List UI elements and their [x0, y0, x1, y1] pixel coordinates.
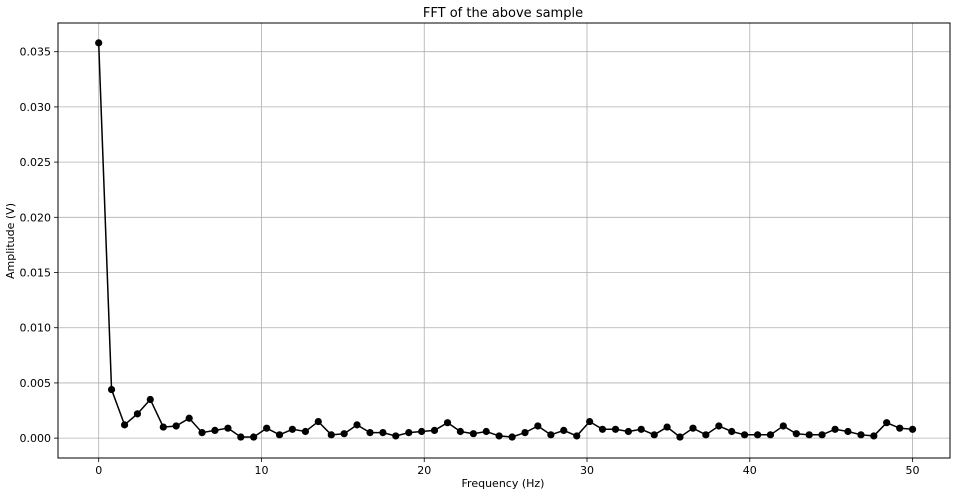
data-point: [728, 427, 736, 436]
data-point: [896, 424, 904, 432]
grid: [58, 23, 950, 458]
data-point: [857, 431, 865, 439]
data-point: [689, 424, 697, 432]
x-tick-label: 50: [906, 464, 920, 477]
y-tick-label: 0.000: [20, 432, 52, 445]
y-tick-label: 0.025: [20, 156, 52, 169]
data-point: [547, 431, 555, 439]
data-point: [327, 431, 335, 439]
y-tick-label: 0.035: [20, 46, 52, 59]
data-point: [676, 433, 684, 441]
data-point: [586, 417, 594, 426]
data-point: [831, 425, 839, 433]
data-point: [288, 425, 296, 433]
x-tick-label: 40: [743, 464, 757, 477]
y-tick-label: 0.010: [20, 322, 52, 335]
data-point: [534, 422, 542, 430]
data-point: [702, 431, 710, 439]
data-point: [805, 431, 813, 439]
data-point: [107, 385, 116, 394]
plot-frame: [57, 22, 951, 459]
data-point: [405, 429, 413, 437]
series-group: [95, 39, 917, 441]
x-tick-label: 10: [254, 464, 268, 477]
data-point: [521, 429, 529, 437]
data-point: [430, 426, 439, 434]
data-point: [314, 417, 322, 426]
data-point: [754, 431, 762, 439]
data-point: [766, 431, 775, 439]
y-tick-label: 0.030: [20, 101, 52, 114]
y-tick-label: 0.005: [20, 377, 52, 390]
data-point: [624, 427, 632, 436]
data-point: [482, 427, 490, 436]
data-point: [159, 423, 167, 431]
data-point: [495, 432, 503, 440]
data-point: [340, 430, 348, 438]
x-axis-label: Frequency (Hz): [462, 477, 545, 490]
data-point: [275, 431, 284, 439]
data-point: [120, 421, 129, 429]
data-point: [611, 425, 620, 433]
data-point: [779, 422, 787, 430]
data-point: [870, 432, 878, 440]
y-tick-label: 0.015: [20, 267, 52, 280]
data-point: [224, 424, 232, 432]
chart-title: FFT of the above sample: [423, 6, 583, 21]
data-point: [650, 431, 658, 439]
data-point: [508, 433, 516, 441]
data-point: [844, 427, 852, 436]
y-axis: 0.000 0.005 0.010 0.015 0.020 0.025 0.030 0.035: [20, 46, 58, 445]
data-point: [95, 39, 103, 47]
x-tick-label: 30: [580, 464, 594, 477]
data-point: [443, 419, 452, 427]
data-point: [263, 424, 271, 432]
x-axis: 0 10 20 30 40 50: [95, 458, 920, 477]
data-point: [740, 431, 749, 439]
x-tick-label: 0: [95, 464, 102, 477]
data-point: [146, 395, 154, 404]
x-tick-label: 20: [417, 464, 431, 477]
data-point: [379, 429, 387, 437]
data-point: [818, 431, 826, 439]
data-point: [353, 421, 361, 429]
data-point: [908, 425, 917, 433]
data-point: [237, 433, 245, 441]
data-point: [211, 426, 219, 434]
data-point: [560, 426, 568, 434]
data-point: [250, 433, 258, 441]
data-point: [172, 422, 180, 430]
data-point: [185, 414, 193, 422]
data-point: [715, 422, 723, 430]
data-point: [456, 427, 464, 436]
series-line: [97, 42, 913, 438]
data-point: [418, 427, 426, 436]
data-point: [637, 425, 645, 433]
y-tick-label: 0.020: [20, 211, 52, 224]
data-point: [469, 430, 477, 438]
data-point: [392, 432, 400, 440]
data-point: [133, 410, 142, 418]
data-point: [198, 429, 206, 437]
data-point: [301, 427, 310, 436]
data-point: [573, 432, 581, 440]
data-point: [792, 430, 800, 438]
data-point: [366, 429, 374, 437]
data-point: [883, 419, 891, 427]
data-point: [598, 425, 607, 433]
data-point: [663, 423, 671, 431]
y-axis-label: Amplitude (V): [4, 203, 17, 279]
